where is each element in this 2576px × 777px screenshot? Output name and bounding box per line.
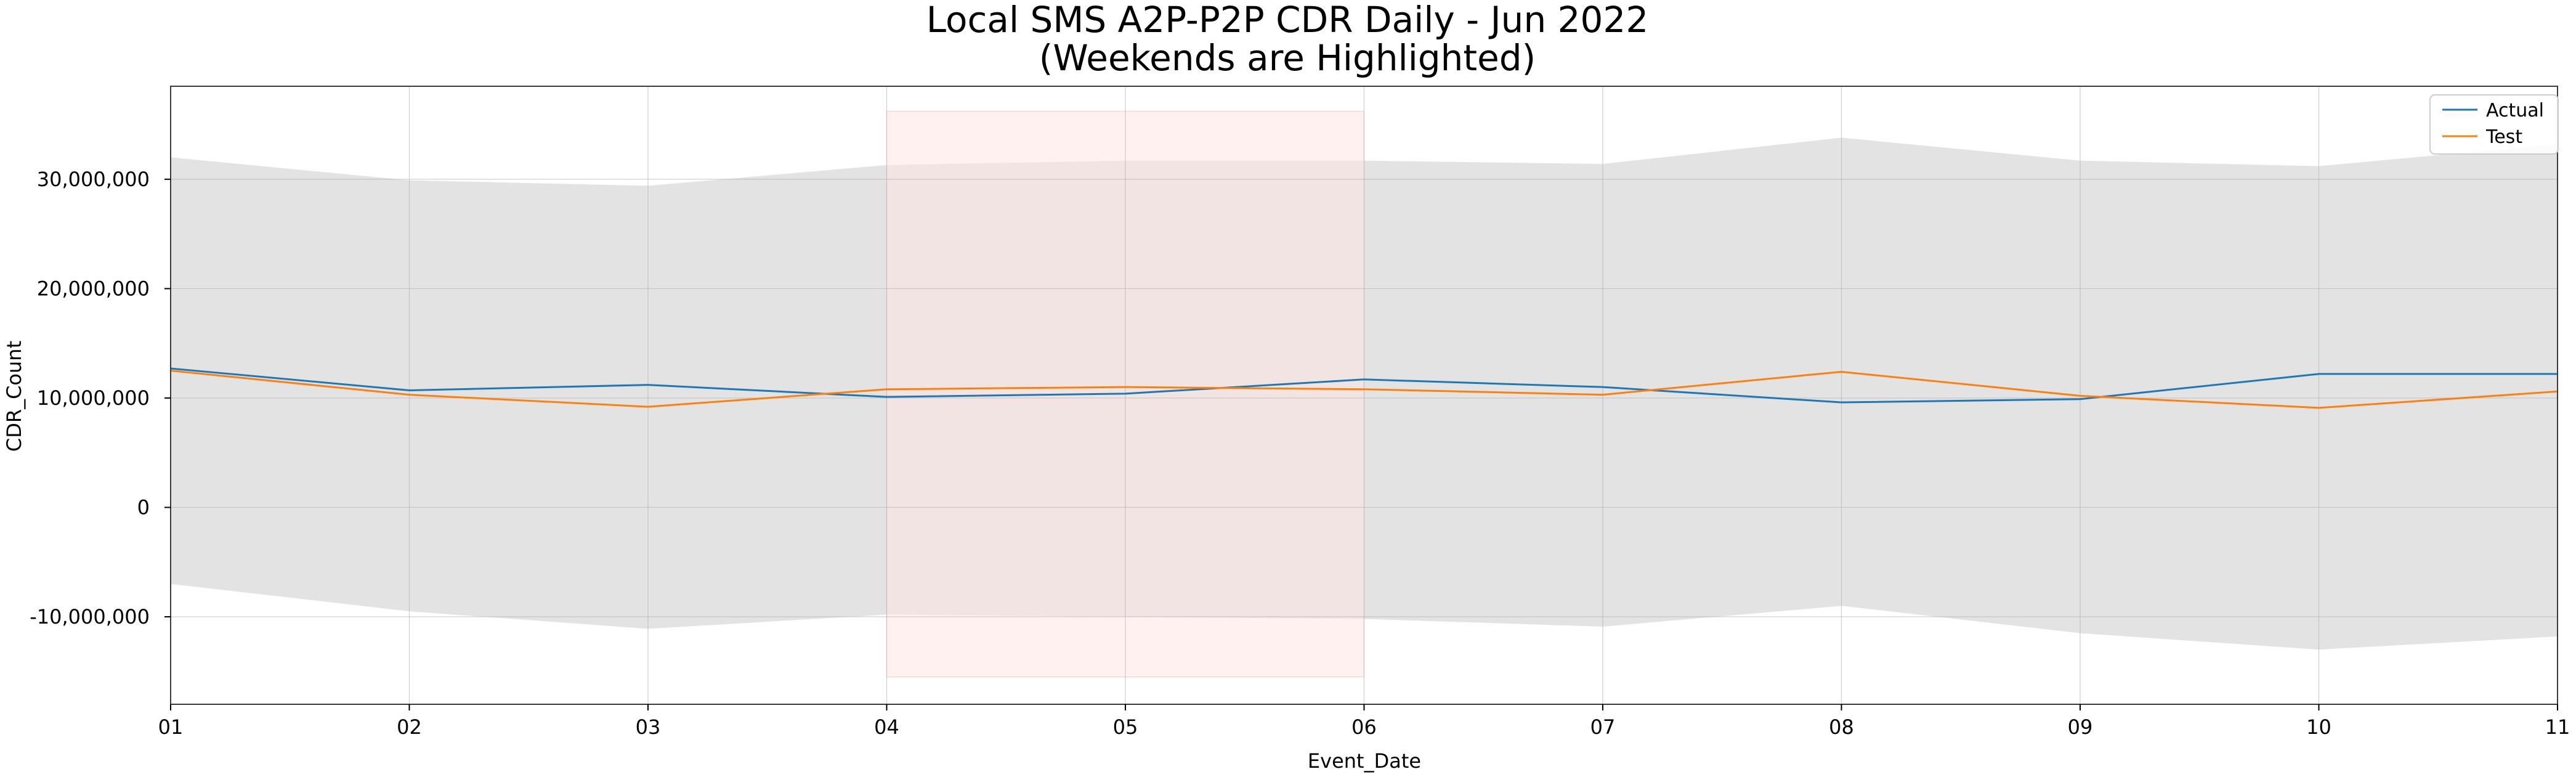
x-tick-label: 08 xyxy=(1829,715,1854,739)
x-tick-label: 06 xyxy=(1351,715,1377,739)
y-tick-label: 10,000,000 xyxy=(37,386,150,410)
chart-legend: Actual Test xyxy=(2429,94,2559,155)
x-tick-label: 10 xyxy=(2306,715,2331,739)
series-line-actual xyxy=(170,367,2558,404)
chart-subtitle: (Weekends are Highlighted) xyxy=(1039,37,1536,79)
x-tick-label: 01 xyxy=(158,715,184,739)
x-tick-label: 11 xyxy=(2545,715,2570,739)
y-axis-label: CDR_Count xyxy=(2,341,26,452)
x-tick-label: 05 xyxy=(1113,715,1138,739)
y-tick-label: 30,000,000 xyxy=(37,168,150,191)
x-axis-label: Event_Date xyxy=(1308,749,1421,773)
y-tick-label: -10,000,000 xyxy=(30,605,150,629)
x-tick-label: 02 xyxy=(397,715,422,739)
legend-label-test: Test xyxy=(2485,126,2522,148)
y-axis-ticks: -10,000,000 0 10,000,000 20,000,000 30,000,0… xyxy=(30,168,171,629)
y-tick-label: 20,000,000 xyxy=(37,277,150,300)
chart-title: Local SMS A2P-P2P CDR Daily - Jun 2022 xyxy=(926,0,1649,41)
x-tick-label: 03 xyxy=(636,715,661,739)
x-tick-label: 09 xyxy=(2068,715,2093,739)
series-line-test xyxy=(170,370,2558,409)
x-tick-label: 04 xyxy=(874,715,899,739)
series-layer xyxy=(170,367,2558,409)
x-axis-ticks: 01 02 03 04 05 06 07 08 09 10 11 xyxy=(158,704,2570,739)
y-tick-label: 0 xyxy=(137,495,150,519)
legend-label-actual: Actual xyxy=(2486,100,2544,121)
x-tick-label: 07 xyxy=(1590,715,1616,739)
